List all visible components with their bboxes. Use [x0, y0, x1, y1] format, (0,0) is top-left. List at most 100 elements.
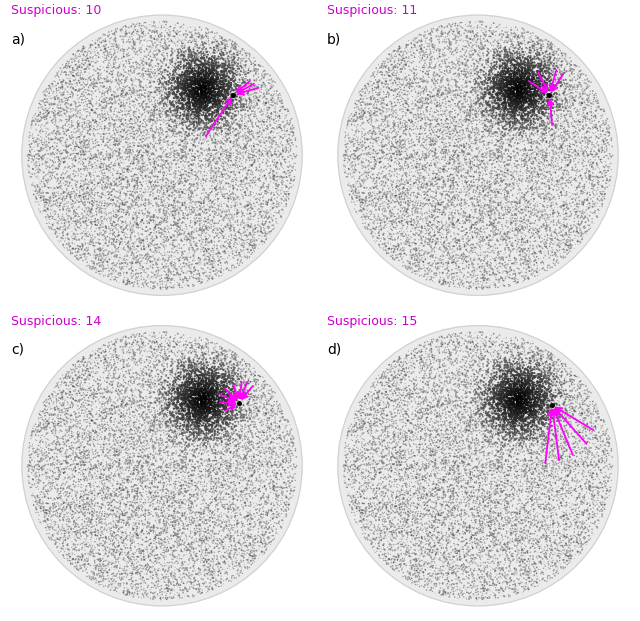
Point [173, 580, 184, 590]
Point [502, 160, 513, 170]
Point [102, 474, 113, 484]
Point [368, 99, 378, 109]
Point [158, 403, 168, 413]
Point [109, 212, 119, 222]
Point [522, 386, 532, 396]
Point [200, 399, 211, 409]
Point [576, 392, 586, 402]
Point [381, 556, 391, 566]
Point [527, 184, 538, 194]
Point [413, 111, 424, 121]
Point [219, 74, 229, 84]
Point [510, 586, 520, 596]
Point [163, 186, 173, 196]
Point [125, 102, 135, 112]
Point [172, 404, 182, 414]
Point [102, 459, 112, 469]
Point [58, 489, 68, 499]
Point [169, 581, 179, 591]
Point [67, 196, 77, 206]
Point [137, 279, 147, 289]
Point [158, 176, 168, 186]
Point [138, 528, 148, 538]
Point [214, 413, 225, 423]
Point [199, 93, 209, 103]
Point [479, 468, 489, 478]
Point [577, 129, 588, 139]
Point [358, 441, 369, 451]
Point [188, 107, 198, 117]
Point [233, 208, 243, 218]
Point [266, 91, 276, 101]
Point [200, 111, 211, 120]
Point [351, 135, 361, 145]
Point [554, 151, 564, 161]
Point [420, 439, 430, 449]
Point [449, 423, 460, 433]
Point [504, 403, 514, 413]
Point [415, 440, 426, 450]
Point [70, 545, 80, 555]
Point [168, 238, 178, 248]
Point [170, 257, 180, 267]
Point [564, 517, 575, 527]
Point [500, 66, 511, 76]
Point [72, 148, 83, 158]
Point [400, 368, 410, 378]
Point [461, 404, 471, 414]
Point [575, 100, 585, 110]
Point [395, 67, 405, 77]
Point [216, 89, 227, 99]
Point [202, 360, 212, 370]
Point [148, 551, 158, 561]
Point [409, 379, 419, 389]
Point [228, 176, 239, 186]
Point [227, 425, 237, 435]
Point [550, 427, 560, 437]
Point [277, 463, 287, 473]
Point [471, 204, 481, 214]
Point [467, 504, 477, 514]
Point [221, 419, 231, 429]
Point [440, 520, 450, 530]
Point [111, 33, 121, 43]
Point [140, 69, 150, 79]
Point [516, 86, 526, 96]
Point [386, 555, 396, 565]
Point [201, 382, 211, 392]
Point [413, 514, 424, 524]
Point [259, 117, 269, 127]
Point [490, 376, 500, 386]
Point [529, 117, 539, 127]
Point [230, 441, 240, 451]
Point [148, 179, 159, 189]
Point [274, 430, 284, 440]
Point [488, 461, 499, 471]
Point [429, 216, 440, 226]
Point [205, 443, 216, 453]
Point [388, 563, 398, 573]
Point [529, 122, 539, 132]
Point [472, 181, 483, 191]
Point [410, 477, 420, 487]
Point [445, 252, 456, 262]
Point [529, 129, 539, 139]
Point [145, 172, 155, 182]
Point [456, 477, 467, 487]
Point [74, 417, 84, 427]
Point [556, 404, 566, 414]
Point [402, 461, 412, 471]
Point [197, 470, 207, 480]
Point [188, 404, 198, 414]
Point [137, 429, 147, 439]
Point [456, 578, 467, 588]
Point [135, 348, 145, 358]
Point [46, 502, 56, 512]
Point [191, 88, 202, 97]
Point [132, 50, 143, 60]
Point [465, 387, 475, 397]
Point [516, 388, 526, 398]
Point [483, 557, 493, 567]
Point [427, 156, 437, 166]
Point [144, 42, 154, 52]
